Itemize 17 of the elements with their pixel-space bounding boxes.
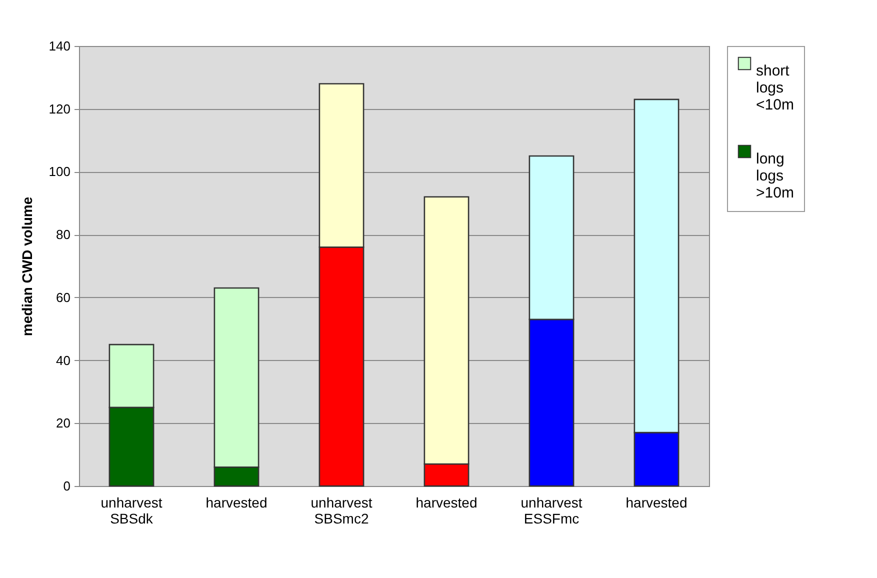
y-tick-label: 40 [56, 352, 70, 368]
x-tick-label: unharvest SBSmc2 [310, 494, 372, 526]
legend-label: long logs >10m [756, 150, 794, 202]
x-tick-label: harvested [626, 494, 688, 510]
y-tick-label: 20 [56, 416, 70, 431]
y-tick-label: 140 [48, 38, 70, 54]
y-tick-label: 80 [56, 227, 70, 242]
y-tick-label: 60 [56, 290, 70, 305]
y-axis-title: median CWD volume [18, 196, 35, 336]
legend-label: short logs <10m [756, 62, 794, 114]
y-tick-label: 120 [48, 101, 70, 116]
y-tick-label: 100 [48, 164, 70, 180]
x-tick-label: harvested [206, 494, 268, 510]
y-tick-label: 0 [63, 478, 70, 494]
x-tick-label: unharvest SBSdk [100, 494, 162, 526]
x-tick-label: harvested [416, 494, 478, 510]
x-tick-label: unharvest ESSFmc [520, 494, 582, 526]
